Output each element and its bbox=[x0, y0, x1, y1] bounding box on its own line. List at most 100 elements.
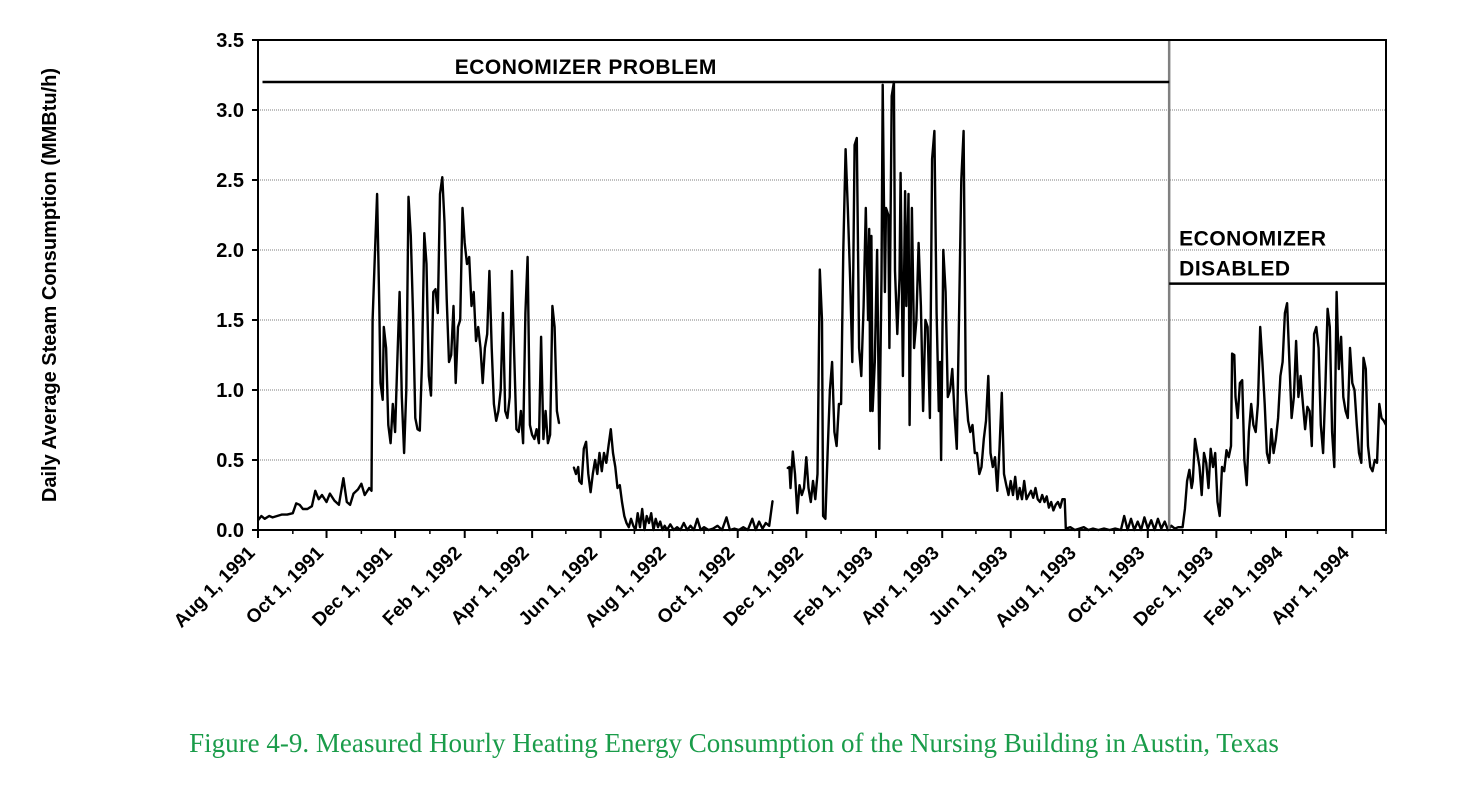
data-point bbox=[998, 448, 1001, 450]
data-point bbox=[676, 526, 678, 528]
data-point bbox=[1345, 410, 1347, 412]
data-point bbox=[410, 235, 412, 237]
data-point bbox=[869, 410, 871, 412]
data-point bbox=[798, 484, 801, 486]
data-point bbox=[1003, 473, 1005, 475]
data-point bbox=[1295, 340, 1297, 342]
data-point bbox=[854, 144, 856, 146]
data-point bbox=[614, 466, 616, 468]
y-tick-label: 2.5 bbox=[216, 170, 244, 192]
data-point bbox=[951, 368, 953, 370]
data-point bbox=[502, 312, 504, 314]
series-line bbox=[786, 80, 1388, 532]
data-point bbox=[976, 452, 978, 454]
data-point bbox=[884, 291, 886, 293]
data-point bbox=[518, 431, 520, 433]
data-point bbox=[1016, 498, 1019, 500]
data-point bbox=[898, 277, 901, 279]
data-point bbox=[554, 326, 556, 328]
data-point bbox=[1351, 382, 1353, 384]
data-point bbox=[378, 305, 380, 307]
data-point bbox=[452, 305, 455, 307]
data-point bbox=[475, 340, 477, 342]
data-point bbox=[441, 176, 443, 178]
data-point bbox=[1083, 526, 1085, 528]
data-point bbox=[314, 490, 316, 492]
data-point bbox=[938, 410, 940, 412]
data-point bbox=[1231, 353, 1233, 355]
data-point bbox=[292, 512, 294, 514]
data-point bbox=[432, 291, 434, 293]
data-point bbox=[592, 473, 594, 475]
data-point bbox=[1123, 515, 1125, 517]
data-point bbox=[882, 84, 884, 86]
data-point bbox=[768, 525, 770, 527]
data-point bbox=[450, 354, 452, 356]
data-point bbox=[896, 333, 898, 335]
data-point bbox=[630, 518, 632, 520]
data-point bbox=[421, 361, 423, 363]
data-point bbox=[1230, 445, 1232, 447]
data-point bbox=[689, 525, 692, 527]
data-point bbox=[1268, 462, 1270, 464]
data-point bbox=[851, 361, 853, 363]
data-point bbox=[482, 382, 484, 384]
data-point bbox=[346, 501, 348, 503]
data-point bbox=[370, 490, 373, 492]
data-point bbox=[874, 361, 876, 363]
data-point bbox=[918, 242, 920, 244]
data-point bbox=[833, 431, 836, 433]
data-point bbox=[1383, 420, 1385, 422]
data-point bbox=[836, 445, 838, 447]
data-point bbox=[954, 414, 956, 416]
data-point bbox=[1032, 497, 1034, 499]
data-point bbox=[1130, 518, 1132, 520]
data-point bbox=[1239, 382, 1241, 384]
data-point bbox=[1019, 487, 1021, 489]
data-point bbox=[1191, 487, 1193, 489]
data-point bbox=[1025, 498, 1028, 500]
data-point bbox=[455, 382, 457, 384]
data-point bbox=[1293, 396, 1295, 398]
data-point bbox=[725, 516, 728, 519]
data-point bbox=[1279, 375, 1281, 377]
data-point bbox=[1360, 462, 1362, 464]
data-point bbox=[907, 193, 910, 195]
data-point bbox=[1266, 452, 1268, 454]
data-point bbox=[464, 242, 466, 244]
data-point bbox=[527, 256, 529, 258]
data-point bbox=[419, 430, 421, 432]
data-point bbox=[902, 375, 904, 377]
data-point bbox=[978, 473, 980, 475]
data-point bbox=[352, 493, 355, 495]
data-point bbox=[1188, 469, 1190, 471]
data-point bbox=[1349, 347, 1351, 349]
data-point bbox=[980, 466, 983, 468]
data-point bbox=[646, 515, 648, 517]
data-point bbox=[822, 515, 824, 517]
y-tick-label: 3.5 bbox=[216, 30, 244, 52]
data-point bbox=[1342, 396, 1344, 398]
data-point bbox=[814, 498, 816, 500]
data-point bbox=[803, 487, 805, 489]
data-point bbox=[696, 518, 698, 520]
data-point bbox=[509, 396, 511, 398]
data-point bbox=[1369, 466, 1371, 468]
data-point bbox=[368, 487, 370, 489]
data-point bbox=[430, 395, 432, 397]
data-point bbox=[484, 347, 486, 349]
data-point bbox=[264, 518, 266, 520]
data-point bbox=[428, 375, 430, 377]
data-point bbox=[924, 319, 927, 321]
data-point bbox=[1252, 424, 1254, 426]
data-point bbox=[920, 305, 922, 307]
data-point bbox=[479, 347, 482, 349]
data-point bbox=[590, 491, 592, 493]
data-point bbox=[1284, 312, 1286, 314]
data-point bbox=[1007, 494, 1010, 496]
data-point bbox=[1177, 526, 1179, 528]
data-point bbox=[1315, 326, 1317, 328]
data-point bbox=[831, 361, 833, 363]
data-point bbox=[542, 438, 545, 440]
